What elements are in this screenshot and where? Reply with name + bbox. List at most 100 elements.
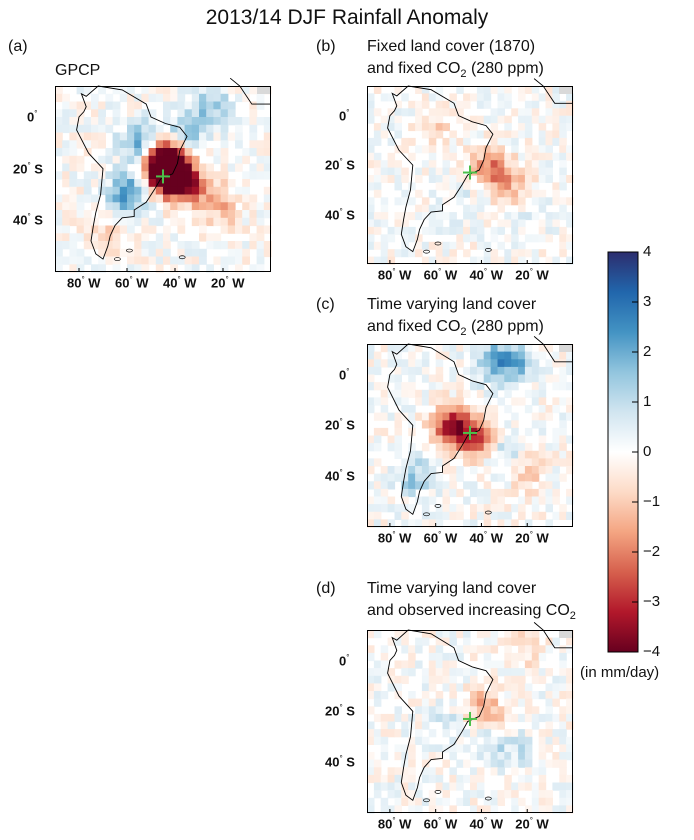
- anomaly-cell: [449, 736, 457, 745]
- anomaly-cell: [483, 115, 492, 124]
- anomaly-cell: [497, 382, 505, 391]
- anomaly-cell: [435, 382, 444, 391]
- anomaly-cell: [490, 675, 499, 684]
- anomaly-cell: [428, 473, 437, 482]
- anomaly-cell: [559, 759, 567, 768]
- anomaly-cell: [428, 167, 437, 176]
- anomaly-cell: [524, 443, 533, 452]
- anomaly-cell: [470, 152, 478, 161]
- anomaly-cell: [456, 359, 464, 368]
- anomaly-cell: [387, 729, 396, 738]
- anomaly-cell: [76, 202, 85, 211]
- anomaly-cell: [442, 197, 450, 206]
- anomaly-cell: [483, 805, 492, 814]
- anomaly-cell: [213, 202, 222, 211]
- anomaly-cell: [463, 698, 471, 707]
- map-frame: [367, 344, 573, 527]
- anomaly-cell: [249, 117, 258, 126]
- anomaly-cell: [184, 86, 193, 95]
- anomaly-cell: [456, 108, 464, 117]
- anomaly-cell: [545, 729, 553, 738]
- anomaly-cell: [566, 645, 574, 654]
- anomaly-cell: [490, 256, 499, 265]
- anomaly-cell: [148, 124, 157, 134]
- anomaly-cell: [373, 698, 382, 707]
- anomaly-cell: [566, 752, 574, 761]
- anomaly-cell: [497, 767, 505, 776]
- anomaly-cell: [504, 219, 512, 228]
- island-outline: [434, 790, 442, 794]
- anomaly-cell: [524, 137, 533, 146]
- anomaly-cell: [373, 713, 382, 723]
- anomaly-cell: [256, 148, 265, 157]
- anomaly-cell: [449, 706, 457, 715]
- anomaly-cell: [134, 93, 142, 103]
- anomaly-cell: [545, 450, 553, 459]
- anomaly-cell: [449, 691, 457, 700]
- anomaly-cell: [227, 163, 236, 172]
- anomaly-cell: [566, 675, 574, 684]
- anomaly-cell: [504, 130, 512, 139]
- anomaly-cell: [449, 504, 457, 513]
- anomaly-cell: [401, 660, 409, 669]
- anomaly-cell: [470, 241, 478, 250]
- anomaly-cell: [155, 233, 164, 242]
- anomaly-cell: [148, 217, 157, 227]
- anomaly-cell: [220, 109, 229, 118]
- anomaly-cell: [490, 167, 499, 176]
- anomaly-cell: [518, 675, 526, 684]
- anomaly-cell: [497, 797, 505, 806]
- anomaly-cell: [497, 721, 505, 730]
- anomaly-cell: [435, 389, 444, 398]
- anomaly-cell: [148, 256, 157, 265]
- anomaly-cell: [538, 427, 547, 437]
- anomaly-cell: [105, 210, 114, 219]
- anomaly-cell: [497, 668, 505, 677]
- anomaly-cell: [428, 115, 437, 124]
- anomaly-cell: [213, 171, 222, 180]
- anomaly-cell: [552, 675, 560, 684]
- anomaly-cell: [408, 645, 416, 654]
- anomaly-cell: [435, 637, 444, 646]
- anomaly-cell: [408, 382, 416, 391]
- anomaly-cell: [177, 225, 186, 234]
- anomaly-cell: [127, 86, 135, 95]
- anomaly-cell: [415, 450, 423, 459]
- anomaly-cell: [163, 163, 171, 172]
- anomaly-cell: [367, 675, 375, 684]
- anomaly-cell: [177, 202, 186, 211]
- anomaly-cell: [552, 736, 560, 745]
- anomaly-cell: [428, 496, 437, 505]
- anomaly-cell: [155, 124, 164, 134]
- anomaly-cell: [456, 405, 464, 414]
- africa-coastline: [533, 622, 573, 649]
- anomaly-cell: [456, 420, 464, 429]
- anomaly-cell: [220, 179, 229, 188]
- anomaly-cell: [249, 148, 258, 157]
- anomaly-cell: [394, 435, 402, 444]
- anomaly-cell: [184, 186, 193, 196]
- anomaly-cell: [545, 359, 553, 368]
- anomaly-cell: [428, 519, 437, 528]
- anomaly-cell: [91, 163, 99, 172]
- anomaly-cell: [408, 660, 416, 669]
- anomaly-cell: [421, 683, 430, 692]
- anomaly-cell: [559, 212, 567, 221]
- anomaly-cell: [511, 427, 519, 437]
- anomaly-cell: [552, 496, 560, 505]
- anomaly-cell: [442, 175, 450, 183]
- anomaly-cell: [415, 797, 423, 806]
- anomaly-cell: [127, 194, 135, 203]
- anomaly-cell: [531, 706, 540, 715]
- anomaly-cell: [401, 212, 409, 221]
- anomaly-cell: [524, 108, 533, 117]
- anomaly-cell: [511, 488, 519, 498]
- anomaly-cell: [227, 225, 236, 234]
- anomaly-cell: [497, 706, 505, 715]
- anomaly-cell: [148, 163, 157, 172]
- anomaly-cell: [504, 123, 512, 132]
- anomaly-cell: [476, 256, 485, 265]
- anomaly-cell: [112, 109, 121, 118]
- anomaly-cell: [442, 511, 450, 520]
- anomaly-cell: [134, 194, 142, 203]
